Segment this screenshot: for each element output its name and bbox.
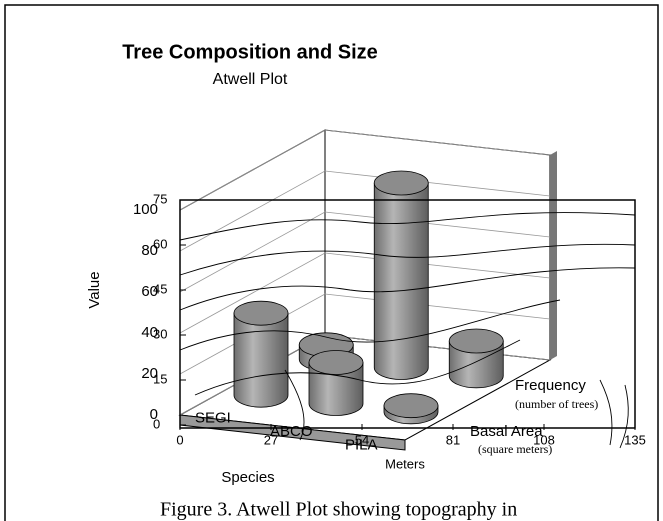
cylinder-top [233, 300, 289, 326]
series-unit: (number of trees) [515, 397, 598, 411]
y-axis-label: Value [86, 271, 103, 308]
grid-line [179, 293, 551, 375]
map-y-tick-label: 15 [153, 371, 167, 386]
frame [4, 4, 659, 521]
map-axis-label: Meters [385, 456, 425, 471]
cylinder-top [448, 328, 504, 354]
plot-area [178, 129, 557, 451]
cylinder-top [383, 393, 439, 419]
cylinder-top [308, 350, 364, 375]
map-x-tick-label: 108 [533, 432, 555, 447]
map-x-tick-label: 27 [264, 432, 278, 447]
back-wall [324, 129, 551, 361]
map-x-tick-label: 135 [624, 432, 646, 447]
series-unit: (square meters) [478, 442, 552, 456]
grid-line [179, 252, 551, 334]
map-y-tick-label: 0 [153, 416, 160, 431]
x-tick-label: PILA [345, 436, 378, 453]
grid-line [179, 211, 551, 293]
grid-line [179, 129, 551, 211]
y-tick-label: 80 [141, 242, 158, 259]
map-y-tick-label: 45 [153, 281, 167, 296]
map-x-tick-label: 0 [176, 432, 183, 447]
x-axis-label: Species [221, 469, 274, 486]
caption: Figure 3. Atwell Plot showing topography… [160, 499, 517, 521]
cylinder-body [448, 340, 504, 389]
chart-title: Tree Composition and Size [122, 41, 378, 63]
contour-lines [179, 212, 636, 449]
cylinder-body [233, 312, 289, 408]
map-y-tick-label: 75 [153, 191, 167, 206]
x-tick-label: ABCO [270, 423, 313, 440]
cylinder-body [308, 362, 364, 416]
map-x-tick-label: 54 [355, 432, 369, 447]
series-label: Basal Area [470, 423, 543, 440]
y-tick-label: 40 [141, 324, 158, 341]
map-frame [179, 199, 636, 429]
y-tick-label: 0 [150, 406, 158, 423]
series-label: Frequency [515, 377, 586, 394]
y-tick-label: 60 [141, 283, 158, 300]
y-tick-label: 20 [141, 365, 158, 382]
cylinder-body [373, 182, 429, 380]
map-x-tick-label: 81 [446, 432, 460, 447]
map-y-tick-label: 60 [153, 236, 167, 251]
chart-subtitle: Atwell Plot [213, 71, 288, 88]
x-tick-label: SEGI [195, 410, 231, 427]
map-y-tick-label: 30 [153, 326, 167, 341]
wall-edge [550, 151, 557, 360]
y-tick-label: 100 [133, 201, 158, 218]
cylinder-top [373, 170, 429, 196]
grid-line [179, 170, 551, 252]
